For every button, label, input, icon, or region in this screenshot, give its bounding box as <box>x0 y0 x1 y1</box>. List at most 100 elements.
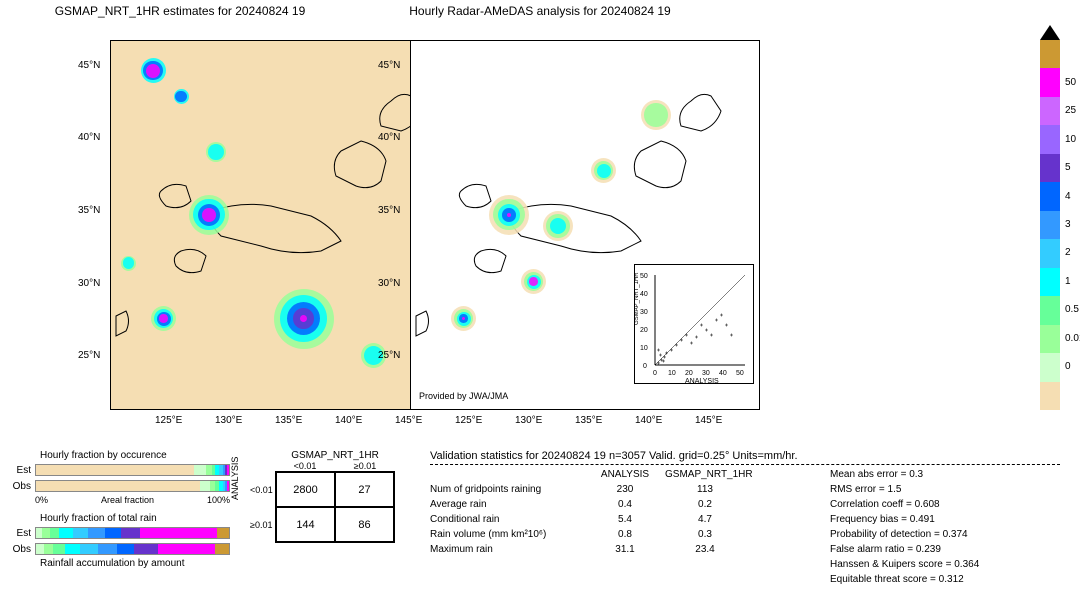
map-panel-right: Hourly Radar-AMeDAS analysis for 2024082… <box>360 0 720 440</box>
map-area-right: Provided by JWA/JMA 0 10 20 30 <box>410 40 760 410</box>
stats-col-header: GSMAP_NRT_1HR <box>665 469 745 480</box>
colorbar-label: 2 <box>1065 247 1071 258</box>
bar-segment <box>73 528 88 538</box>
xtick: 125°E <box>455 415 482 426</box>
colorbar-segment <box>1040 239 1060 267</box>
colorbar-panel: 502510543210.50.010 <box>720 0 1080 440</box>
stats-label: Num of gridpoints raining <box>430 484 585 495</box>
bar-segment <box>42 528 50 538</box>
total-bar-est <box>35 527 230 539</box>
colorbar-segment <box>1040 353 1060 381</box>
bar-segment <box>36 465 194 475</box>
metric-row: Probability of detection = 0.374 <box>830 529 1060 540</box>
total-section: Hourly fraction of total rain Est Obs Ra… <box>10 513 230 569</box>
xtick: 130°E <box>515 415 542 426</box>
colorbar-segment <box>1040 97 1060 125</box>
stats-value: 0.8 <box>585 529 665 540</box>
xtick: 135°E <box>275 415 302 426</box>
rain-blob <box>175 91 187 103</box>
stats-metrics: Mean abs error = 0.3RMS error = 1.5Corre… <box>830 469 1060 589</box>
main-container: GSMAP_NRT_1HR estimates for 20240824 19 … <box>0 0 1080 612</box>
svg-text:10: 10 <box>668 370 676 377</box>
ytick: 25°N <box>378 350 400 361</box>
rain-blob <box>202 208 216 222</box>
bar-segment <box>65 544 80 554</box>
stats-row: Average rain0.40.2 <box>430 499 830 510</box>
bar-label: Obs <box>10 544 35 555</box>
rain-blob <box>529 277 538 286</box>
map-title-right: Hourly Radar-AMeDAS analysis for 2024082… <box>360 0 720 22</box>
stats-label: Maximum rain <box>430 544 585 555</box>
svg-text:0: 0 <box>643 363 647 370</box>
stats-value: 31.1 <box>585 544 665 555</box>
colorbar-label: 10 <box>1065 134 1076 145</box>
bar-segment <box>36 481 200 491</box>
xtick: 135°E <box>575 415 602 426</box>
ytick: 40°N <box>378 132 400 143</box>
svg-text:50: 50 <box>640 273 648 280</box>
colorbar-segment <box>1040 40 1060 68</box>
bottom-row: Hourly fraction by occurence Est Obs 0% … <box>0 440 1080 612</box>
bar-segment <box>117 544 134 554</box>
bar-segment <box>134 544 157 554</box>
colorbar-label: 25 <box>1065 105 1076 116</box>
cont-col-header: <0.01 <box>275 461 335 471</box>
bar-segment <box>88 528 105 538</box>
svg-text:30: 30 <box>702 370 710 377</box>
metric-row: RMS error = 1.5 <box>830 484 1060 495</box>
contingency-title: GSMAP_NRT_1HR <box>260 450 410 461</box>
rain-blob <box>644 103 667 126</box>
map-title-left: GSMAP_NRT_1HR estimates for 20240824 19 <box>0 0 360 22</box>
metric-row: Frequency bias = 0.491 <box>830 514 1060 525</box>
colorbar-segment <box>1040 268 1060 296</box>
stats-value: 0.4 <box>585 499 665 510</box>
stats-value: 0.2 <box>665 499 745 510</box>
stats-row: Maximum rain31.123.4 <box>430 544 830 555</box>
xtick: 140°E <box>335 415 362 426</box>
metric-row: Mean abs error = 0.3 <box>830 469 1060 480</box>
cont-row-header: <0.01 <box>250 485 273 495</box>
svg-text:20: 20 <box>640 327 648 334</box>
bar-segment <box>80 544 97 554</box>
occurrence-section: Hourly fraction by occurence Est Obs 0% … <box>10 450 230 505</box>
colorbar-segment <box>1040 125 1060 153</box>
validation-title: Validation statistics for 20240824 19 n=… <box>430 450 1060 465</box>
stats-row: Conditional rain5.44.7 <box>430 514 830 525</box>
colorbar-segment <box>1040 296 1060 324</box>
colorbar-label: 50 <box>1065 77 1076 88</box>
rain-blob <box>159 314 168 323</box>
stats-label: Conditional rain <box>430 514 585 525</box>
ytick: 30°N <box>78 278 100 289</box>
stats-label: Average rain <box>430 499 585 510</box>
xtick: 130°E <box>215 415 242 426</box>
ytick: 35°N <box>78 205 100 216</box>
colorbar-segment <box>1040 182 1060 210</box>
rain-blob <box>208 144 224 160</box>
colorbar-label: 4 <box>1065 191 1071 202</box>
stats-col-header: ANALYSIS <box>585 469 665 480</box>
colorbar-label: 5 <box>1065 162 1071 173</box>
contingency-ylabel: ANALYSIS <box>230 457 240 500</box>
stats-row: Num of gridpoints raining230113 <box>430 484 830 495</box>
bar-label: Obs <box>10 481 35 492</box>
colorbar-label: 0 <box>1065 361 1071 372</box>
rain-blob <box>123 257 135 269</box>
rain-blob <box>462 317 465 320</box>
fraction-charts: Hourly fraction by occurence Est Obs 0% … <box>10 440 230 612</box>
colorbar-arrow-icon <box>1040 25 1060 40</box>
ytick: 40°N <box>78 132 100 143</box>
axis-min: 0% <box>35 495 48 505</box>
ytick: 45°N <box>78 60 100 71</box>
colorbar-segment <box>1040 211 1060 239</box>
stats-value: 113 <box>665 484 745 495</box>
total-title: Hourly fraction of total rain <box>40 513 230 524</box>
bar-segment <box>194 465 206 475</box>
stats-row: Rain volume (mm km²10⁶)0.80.3 <box>430 529 830 540</box>
bar-segment <box>59 528 73 538</box>
rain-blob <box>597 164 611 178</box>
cont-row-header: ≥0.01 <box>250 520 272 530</box>
bar-segment <box>105 528 120 538</box>
stats-value: 5.4 <box>585 514 665 525</box>
bar-segment <box>121 528 140 538</box>
svg-text:40: 40 <box>640 291 648 298</box>
